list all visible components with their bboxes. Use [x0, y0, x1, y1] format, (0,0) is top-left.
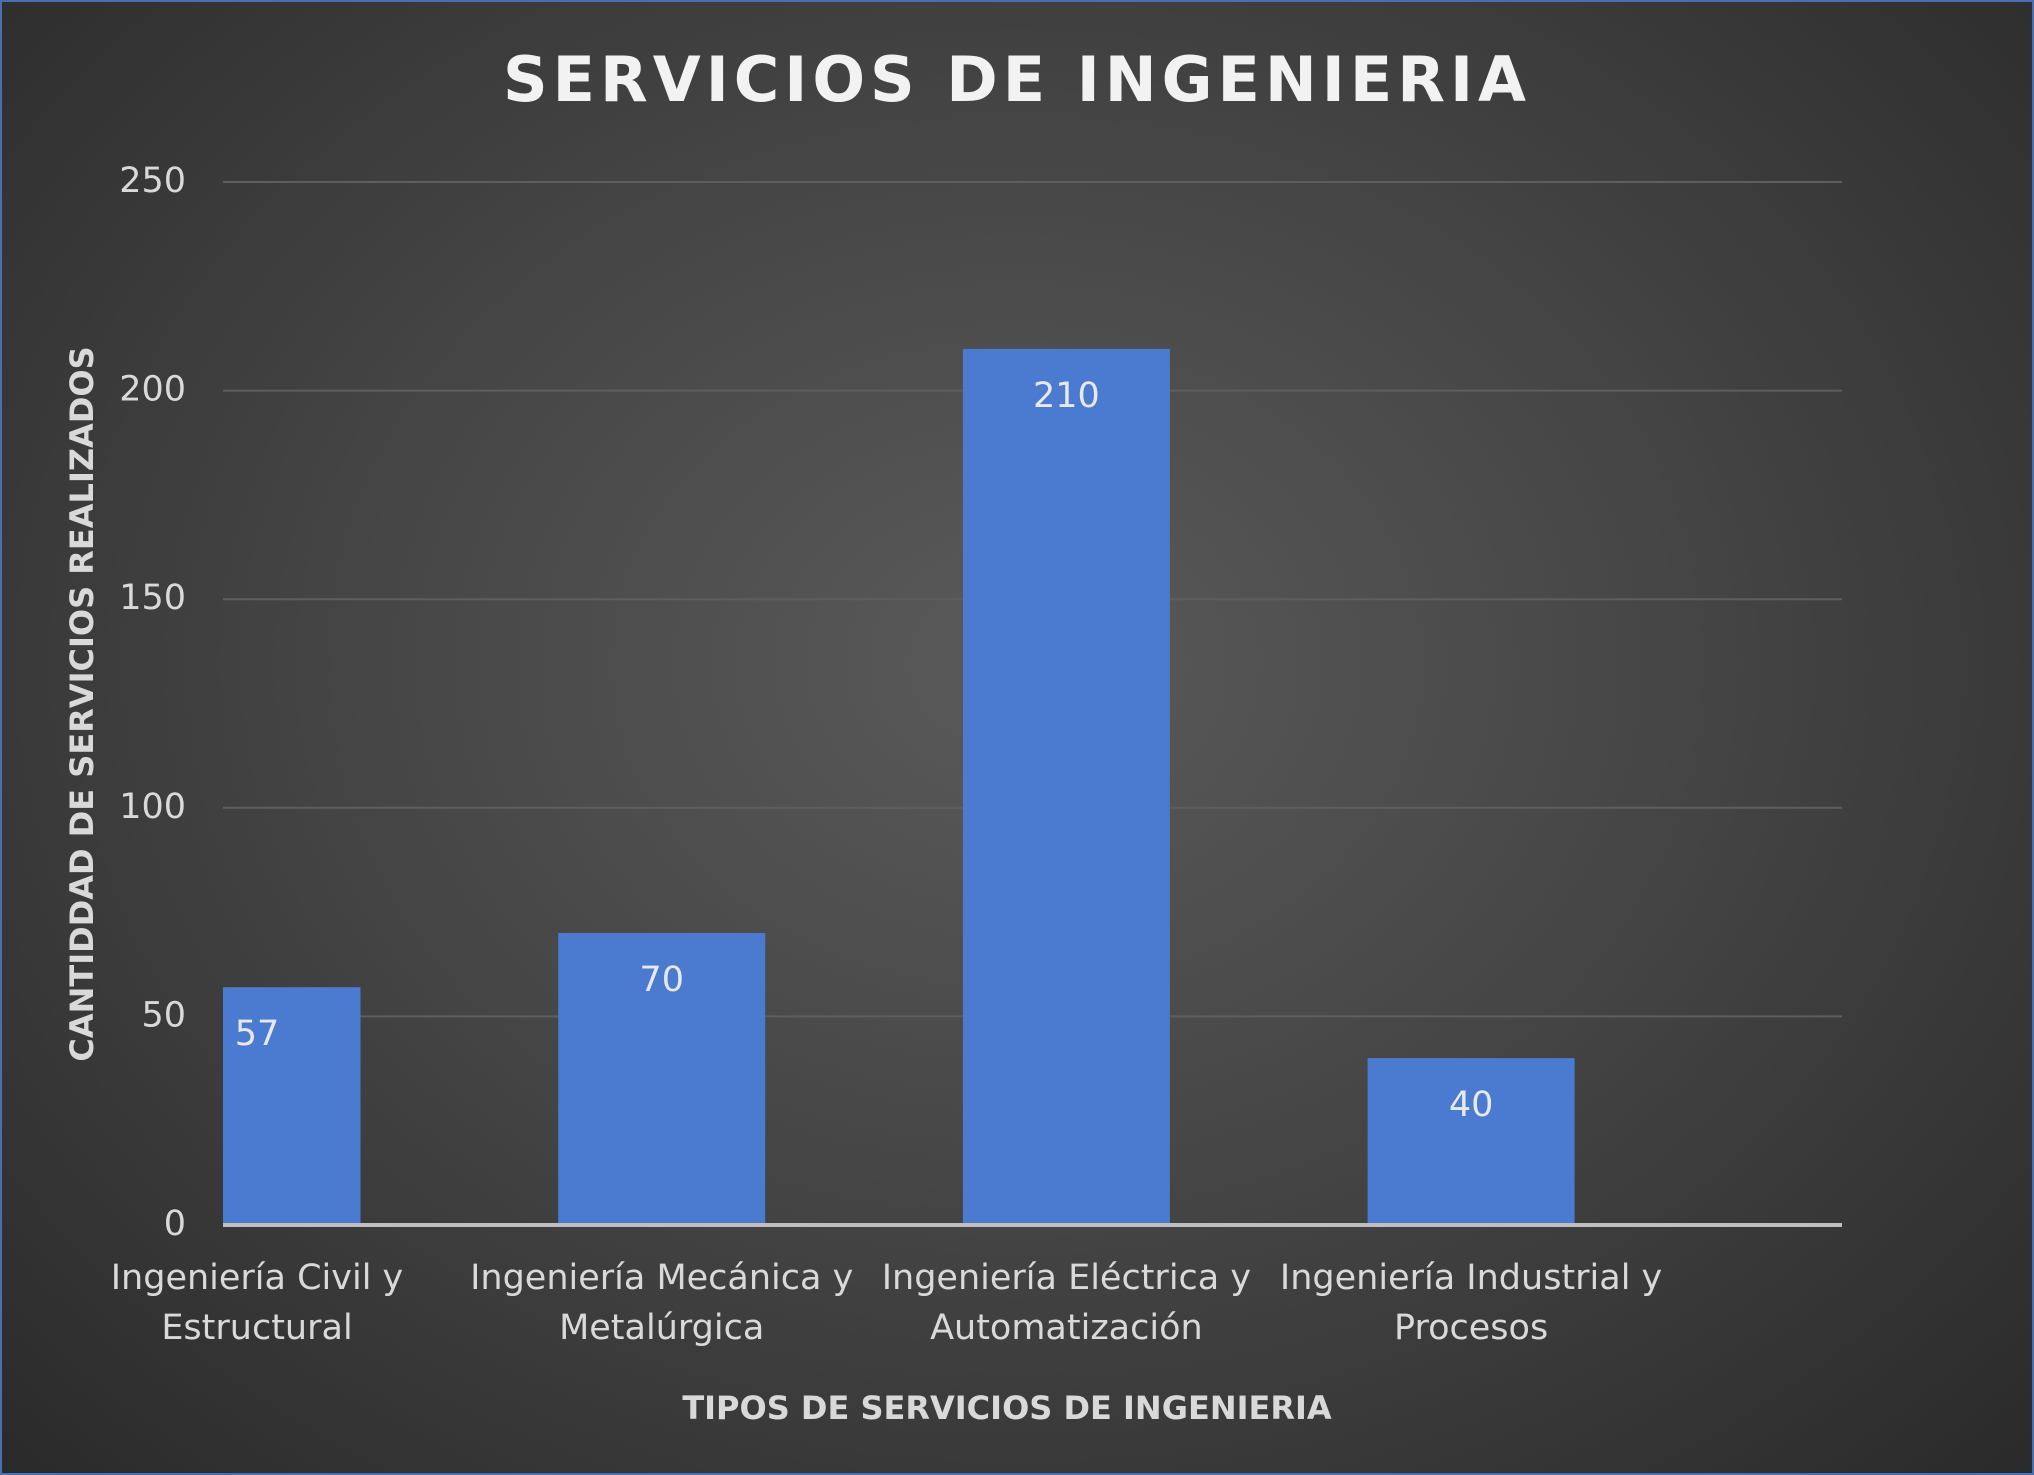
x-tick-label: Ingeniería Mecánica y Metalúrgica: [470, 1258, 854, 1348]
bar: [558, 932, 766, 1225]
y-axis-title: CANTIDDAD DE SERVICIOS REALIZADOS: [63, 346, 101, 1061]
bar: [1367, 1058, 1575, 1225]
bar: [223, 987, 361, 1225]
data-label: 70: [639, 960, 684, 1000]
x-axis-title: TIPOS DE SERVICIOS DE INGENIERIA: [682, 1389, 1332, 1427]
chart-title: SERVICIOS DE INGENIERIA: [503, 43, 1531, 116]
y-tick-label: 50: [141, 995, 186, 1035]
y-tick-label: 100: [119, 787, 186, 827]
y-tick-label: 250: [119, 161, 186, 201]
y-tick-label: 200: [119, 370, 186, 410]
x-tick-label: Ingeniería Civil y Estructural: [110, 1258, 404, 1348]
y-tick-label: 150: [119, 578, 186, 618]
x-tick-label: Ingeniería Industrial y Procesos: [1279, 1258, 1663, 1348]
x-tick-label: Ingeniería Eléctrica y Automatización: [881, 1258, 1252, 1348]
y-tick-label: 0: [164, 1204, 186, 1244]
data-label: 40: [1449, 1085, 1494, 1125]
data-label: 210: [1033, 376, 1100, 416]
data-label: 57: [235, 1014, 280, 1054]
bar: [962, 348, 1170, 1225]
